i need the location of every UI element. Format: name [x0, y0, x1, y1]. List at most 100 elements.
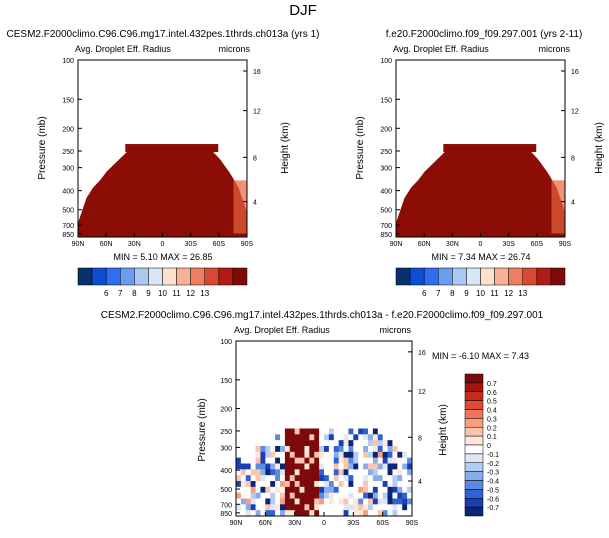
- diff-cell: [363, 451, 369, 458]
- diff-cell: [387, 451, 393, 458]
- colorbar-label: 0.5: [487, 399, 497, 406]
- diff-cell: [314, 486, 320, 493]
- diff-cell: [397, 469, 403, 476]
- colorbar-swatch: [464, 506, 484, 517]
- colorbar-swatch: [480, 267, 495, 286]
- diff-cell: [304, 481, 310, 488]
- diff-cell: [407, 463, 413, 470]
- diff-cell: [284, 510, 291, 517]
- diff-cell: [284, 451, 291, 458]
- diff-cell: [289, 481, 295, 488]
- x-tick-label: 0: [479, 241, 483, 248]
- diff-cell: [265, 510, 271, 517]
- colorbar-label: 7: [436, 289, 441, 298]
- diff-cell: [275, 481, 281, 488]
- diff-cell: [387, 434, 393, 441]
- diff-cell: [372, 486, 379, 493]
- diff-cell: [338, 498, 344, 505]
- diff-cell: [402, 504, 408, 511]
- diff-cell: [353, 434, 359, 441]
- diff-cell: [392, 504, 398, 511]
- x-tick-label: 30S: [184, 241, 197, 248]
- x-tick-label: 30S: [347, 520, 360, 527]
- diff-cell: [324, 434, 330, 441]
- height-axis-label: Height (km): [280, 122, 291, 174]
- diff-cell: [255, 492, 261, 499]
- diff-cell: [328, 510, 335, 517]
- diff-cell: [304, 504, 310, 511]
- diff-cell: [392, 463, 398, 470]
- diff-cell: [270, 446, 276, 453]
- diff-cell: [402, 498, 408, 505]
- diff-cell: [250, 475, 256, 482]
- diff-cell: [314, 428, 320, 435]
- diff-cell: [353, 486, 359, 493]
- diff-cell: [363, 510, 369, 517]
- diff-cell: [275, 428, 281, 435]
- diff-cell: [265, 463, 271, 470]
- diff-cell: [319, 510, 325, 517]
- diff-cell: [265, 481, 271, 488]
- diff-cell: [319, 446, 325, 453]
- y-tick-label: 400: [62, 189, 74, 196]
- diff-cell: [289, 440, 295, 447]
- diff-cell: [348, 475, 354, 482]
- diff-cell: [343, 446, 349, 453]
- diff-cell: [397, 451, 403, 458]
- diff-cell: [289, 510, 295, 517]
- colorbar-swatch: [148, 267, 163, 286]
- height-tick-label: 8: [418, 435, 422, 442]
- diff-cell: [284, 475, 291, 482]
- diff-cell: [392, 440, 398, 447]
- diff-cell: [299, 486, 305, 493]
- diff-cell: [353, 504, 359, 511]
- colorbar-swatch: [438, 267, 453, 286]
- diff-cell: [280, 504, 286, 511]
- diff-cell: [260, 469, 266, 476]
- diff-cell: [324, 475, 330, 482]
- diff-cell: [304, 492, 310, 499]
- diff-cell: [280, 481, 286, 488]
- diff-cell: [289, 498, 295, 505]
- diff-cell: [299, 481, 305, 488]
- diff-cell: [407, 457, 413, 464]
- colorbar-label: 6: [104, 289, 109, 298]
- diff-cell: [397, 486, 403, 493]
- diff-cell: [358, 469, 364, 476]
- diff-cell: [392, 428, 398, 435]
- diff-cell: [372, 457, 379, 464]
- x-tick-label: 60N: [100, 241, 113, 248]
- diff-cell: [348, 498, 354, 505]
- diff-cell: [407, 504, 413, 511]
- colorbar-swatch: [464, 382, 484, 392]
- colorbar-swatch: [464, 444, 484, 455]
- diff-cell: [284, 428, 291, 435]
- diff-cell: [358, 463, 364, 470]
- diff-cell: [284, 486, 291, 493]
- diff-cell: [358, 446, 364, 453]
- height-tick-label: 8: [571, 155, 575, 162]
- x-tick-label: 60S: [376, 520, 389, 527]
- colorbar-label: 0.6: [487, 390, 497, 397]
- diff-cell: [304, 463, 310, 470]
- diff-cell: [294, 463, 300, 470]
- diff-cell: [333, 498, 339, 505]
- diff-cell: [280, 434, 286, 441]
- diff-cell: [275, 469, 281, 476]
- diff-cell: [299, 440, 305, 447]
- diff-cell: [368, 492, 374, 499]
- diff-cell: [309, 492, 315, 499]
- diff-cell: [284, 457, 291, 464]
- diff-cell: [324, 486, 330, 493]
- diff-cell: [319, 469, 325, 476]
- diff-cell: [309, 504, 315, 511]
- diff-cell: [240, 510, 247, 517]
- diff-cell: [304, 469, 310, 476]
- diff-cell: [294, 451, 300, 458]
- y-tick-label: 200: [220, 407, 232, 414]
- diff-cell: [333, 457, 339, 464]
- diff-cell: [328, 446, 335, 453]
- diff-cell: [319, 504, 325, 511]
- diff-cell: [387, 510, 393, 517]
